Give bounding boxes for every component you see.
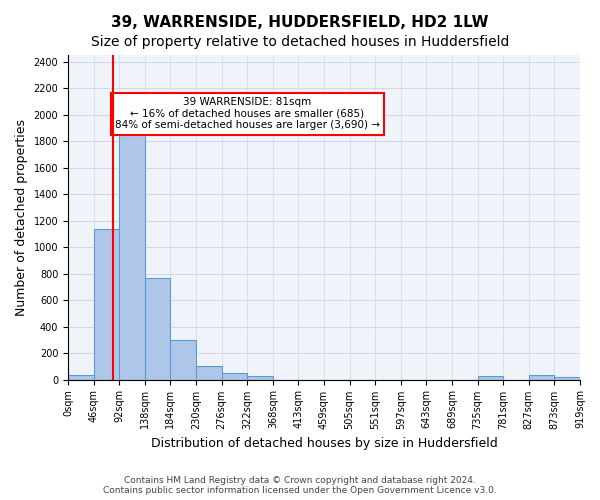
Bar [247,376,273,380]
Bar [119,121,145,380]
Text: 39 WARRENSIDE: 81sqm
← 16% of detached houses are smaller (685)
84% of semi-deta: 39 WARRENSIDE: 81sqm ← 16% of detached h… [115,97,380,130]
Bar [170,340,196,380]
Text: Contains HM Land Registry data © Crown copyright and database right 2024.
Contai: Contains HM Land Registry data © Crown c… [103,476,497,495]
X-axis label: Distribution of detached houses by size in Huddersfield: Distribution of detached houses by size … [151,437,497,450]
Bar [478,376,503,380]
Bar [554,377,580,380]
Text: Size of property relative to detached houses in Huddersfield: Size of property relative to detached ho… [91,35,509,49]
Bar [221,373,247,380]
Bar [68,375,94,380]
Bar [529,375,554,380]
Y-axis label: Number of detached properties: Number of detached properties [15,119,28,316]
Bar [145,278,170,380]
Bar [94,228,119,380]
Text: 39, WARRENSIDE, HUDDERSFIELD, HD2 1LW: 39, WARRENSIDE, HUDDERSFIELD, HD2 1LW [111,15,489,30]
Bar [196,366,221,380]
